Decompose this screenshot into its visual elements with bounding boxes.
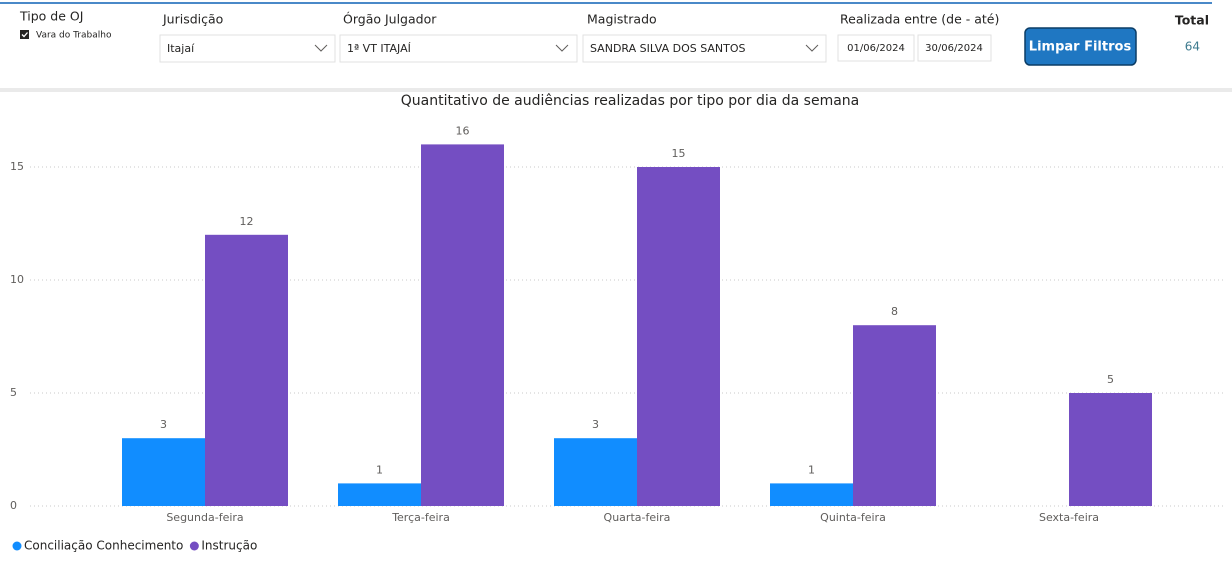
- legend-marker: [12, 541, 22, 551]
- bar: [853, 325, 936, 506]
- legend-label: Conciliação Conhecimento: [24, 539, 183, 553]
- data-label: 12: [240, 215, 254, 228]
- y-tick-label: 10: [10, 273, 24, 286]
- dropdown[interactable]: [159, 34, 336, 63]
- data-label: 3: [592, 418, 599, 431]
- date-input[interactable]: [837, 34, 915, 62]
- x-tick-label: Terça-feira: [391, 511, 450, 524]
- filter-label: Jurisdição: [162, 12, 223, 27]
- filter-label: Magistrado: [587, 12, 657, 27]
- x-tick-label: Segunda-feira: [166, 511, 243, 524]
- x-tick-label: Quinta-feira: [820, 511, 886, 524]
- dropdown-value: Itajaí: [167, 42, 195, 55]
- date-from: 01/06/2024: [847, 43, 905, 54]
- total-label: Total: [1175, 13, 1209, 28]
- bar: [770, 483, 853, 506]
- dropdown-value: 1ª VT ITAJAÍ: [347, 42, 411, 55]
- y-tick-label: 5: [10, 386, 17, 399]
- data-label: 3: [160, 418, 167, 431]
- chevron: [555, 44, 569, 52]
- bar: [421, 144, 504, 506]
- dropdown[interactable]: [582, 34, 827, 63]
- date-to: 30/06/2024: [925, 43, 983, 54]
- filter-label: Órgão Julgador: [343, 12, 437, 27]
- clear-button[interactable]: [1024, 27, 1137, 66]
- data-label: 15: [672, 147, 686, 160]
- checkbox-label[interactable]: Vara do Trabalho: [36, 31, 112, 41]
- bar: [637, 167, 720, 506]
- bar: [338, 483, 421, 506]
- legend-marker: [189, 541, 199, 551]
- y-tick-label: 0: [10, 499, 17, 512]
- bar: [1069, 393, 1152, 506]
- legend-label: Instrução: [201, 539, 257, 553]
- clear-button-label[interactable]: Limpar Filtros: [1029, 40, 1132, 55]
- data-label: 1: [376, 463, 383, 476]
- data-label: 8: [891, 305, 898, 318]
- data-label: 5: [1107, 373, 1114, 386]
- dropdown-value: SANDRA SILVA DOS SANTOS: [590, 42, 746, 55]
- bar: [554, 438, 637, 506]
- y-tick-label: 15: [10, 160, 24, 173]
- total-value: 64: [1185, 40, 1200, 54]
- chevron: [805, 44, 819, 52]
- checkbox[interactable]: [20, 30, 29, 39]
- date-input[interactable]: [917, 34, 992, 62]
- data-label: 1: [808, 463, 815, 476]
- chart-title: Quantitativo de audiências realizadas po…: [401, 93, 860, 109]
- x-tick-label: Sexta-feira: [1039, 511, 1099, 524]
- filter-label: Realizada entre (de - até): [840, 12, 999, 27]
- data-label: 16: [456, 124, 470, 137]
- filter-label: Tipo de OJ: [19, 9, 83, 24]
- bar: [205, 234, 288, 507]
- checkmark: [21, 32, 28, 38]
- x-tick-label: Quarta-feira: [604, 511, 671, 524]
- dropdown[interactable]: [339, 34, 578, 63]
- filter-bar-shadow: [0, 88, 1232, 92]
- bar: [122, 438, 205, 506]
- chevron: [314, 44, 328, 52]
